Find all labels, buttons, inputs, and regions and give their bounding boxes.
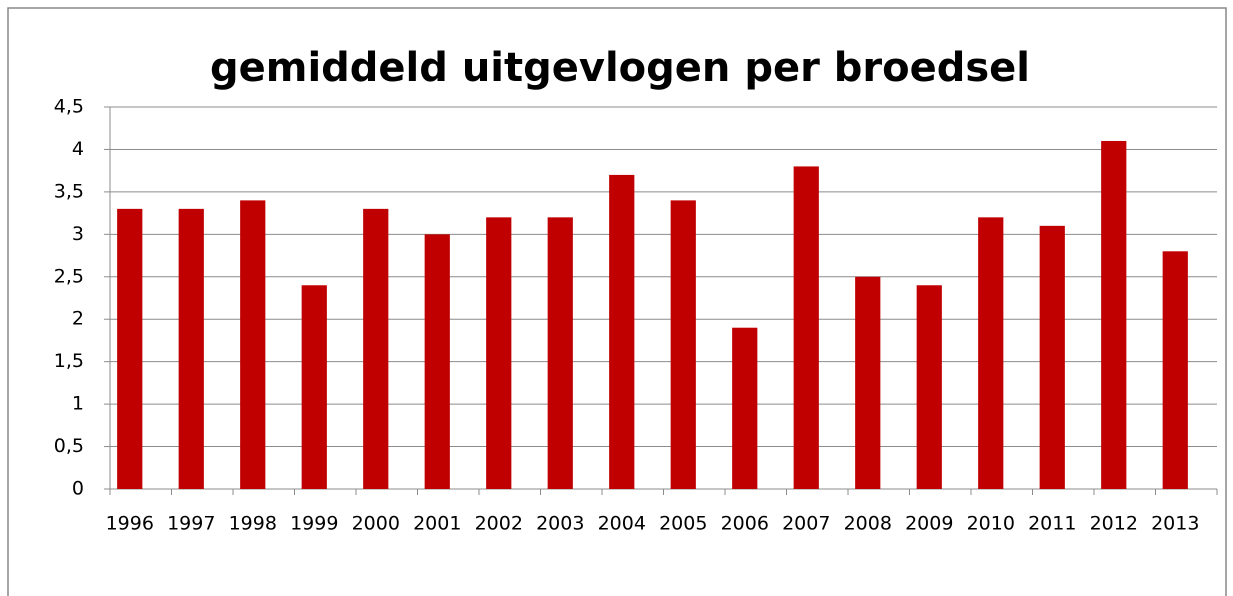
bar [978,217,1004,489]
bar [732,327,758,489]
x-tick-label: 2012 [1090,513,1138,535]
x-tick-label: 1997 [167,513,215,535]
bar [178,208,204,489]
y-tick-label: 3,5 [54,180,84,202]
bar [916,285,942,489]
x-tick-label: 2013 [1151,513,1199,535]
x-tick-label: 2010 [967,513,1015,535]
x-tick-label: 2002 [475,513,523,535]
bar [670,200,696,489]
y-tick-label: 1 [72,393,84,415]
x-tick-label: 2004 [598,513,646,535]
bar [363,208,389,489]
bar [240,200,266,489]
x-tick-label: 2006 [721,513,769,535]
y-tick-label: 3 [72,223,84,245]
y-tick-label: 2,5 [54,265,84,287]
y-tick-label: 0,5 [54,435,84,457]
x-tick-label: 1998 [229,513,277,535]
x-tick-label: 2007 [782,513,830,535]
x-tick-label: 1999 [290,513,338,535]
y-tick-label: 4,5 [54,96,84,118]
bar [117,208,143,489]
bar [1162,251,1188,489]
x-tick-label: 2003 [536,513,584,535]
bar [424,234,450,489]
x-tick-label: 2008 [844,513,892,535]
x-tick-label: 2005 [659,513,707,535]
chart-title: gemiddeld uitgevlogen per broedsel [210,45,1030,91]
bar [855,276,881,489]
y-tick-label: 1,5 [54,350,84,372]
x-tick-label: 2000 [352,513,400,535]
x-tick-label: 2009 [905,513,953,535]
bar [486,217,512,489]
bar [1101,140,1127,489]
x-tick-label: 2011 [1028,513,1076,535]
y-tick-label: 2 [72,308,84,330]
bar [609,174,635,489]
x-tick-label: 2001 [413,513,461,535]
y-tick-label: 0 [72,478,84,500]
x-tick-label: 1996 [106,513,154,535]
bar [1039,225,1065,489]
bar [547,217,573,489]
bar [793,166,819,489]
bar [301,285,327,489]
y-tick-label: 4 [72,138,84,160]
